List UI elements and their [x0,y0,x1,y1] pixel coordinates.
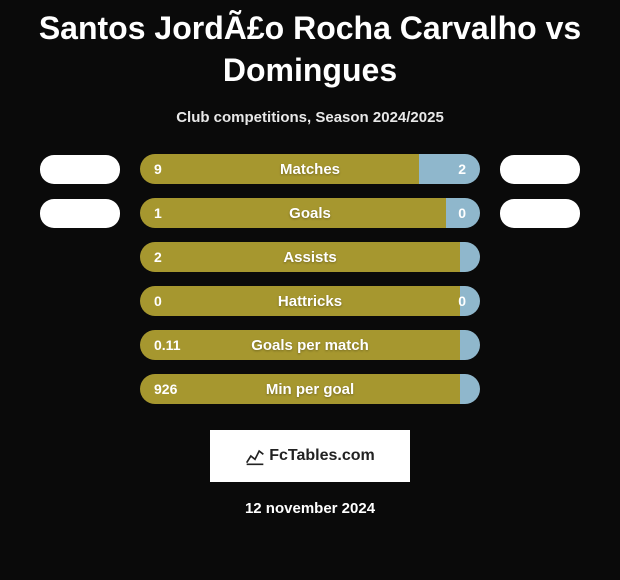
stats-container: 92Matches 10Goals 2Assists 00Hattricks 0.11G… [0,154,620,404]
stat-right-value: 0 [446,198,480,228]
stat-left-value: 2 [140,242,460,272]
stat-row: 92Matches [0,154,620,184]
stat-bar: 10Goals [140,198,480,228]
stat-bar: 00Hattricks [140,286,480,316]
stat-row: 2Assists [0,242,620,272]
chart-icon [245,446,265,466]
stat-right-value [460,330,480,360]
stat-right-value: 0 [460,286,480,316]
stat-bar: 2Assists [140,242,480,272]
stat-left-value: 9 [140,154,419,184]
stat-left-value: 926 [140,374,460,404]
player-left-avatar [40,199,120,228]
stat-right-value [460,374,480,404]
player-left-avatar [40,155,120,184]
brand-box[interactable]: FcTables.com [210,430,410,482]
stat-left-value: 0.11 [140,330,460,360]
brand-text: FcTables.com [269,447,375,465]
stat-bar: 0.11Goals per match [140,330,480,360]
stat-row: 00Hattricks [0,286,620,316]
player-right-avatar [500,199,580,228]
page-title: Santos JordÃ£o Rocha Carvalho vs Domingu… [0,0,620,95]
stat-row: 926Min per goal [0,374,620,404]
stat-bar: 92Matches [140,154,480,184]
subtitle: Club competitions, Season 2024/2025 [0,109,620,126]
stat-row: 10Goals [0,198,620,228]
player-right-avatar [500,155,580,184]
stat-left-value: 0 [140,286,460,316]
stat-right-value [460,242,480,272]
stat-bar: 926Min per goal [140,374,480,404]
stat-row: 0.11Goals per match [0,330,620,360]
stat-right-value: 2 [419,154,480,184]
date-label: 12 november 2024 [0,500,620,517]
stat-left-value: 1 [140,198,446,228]
